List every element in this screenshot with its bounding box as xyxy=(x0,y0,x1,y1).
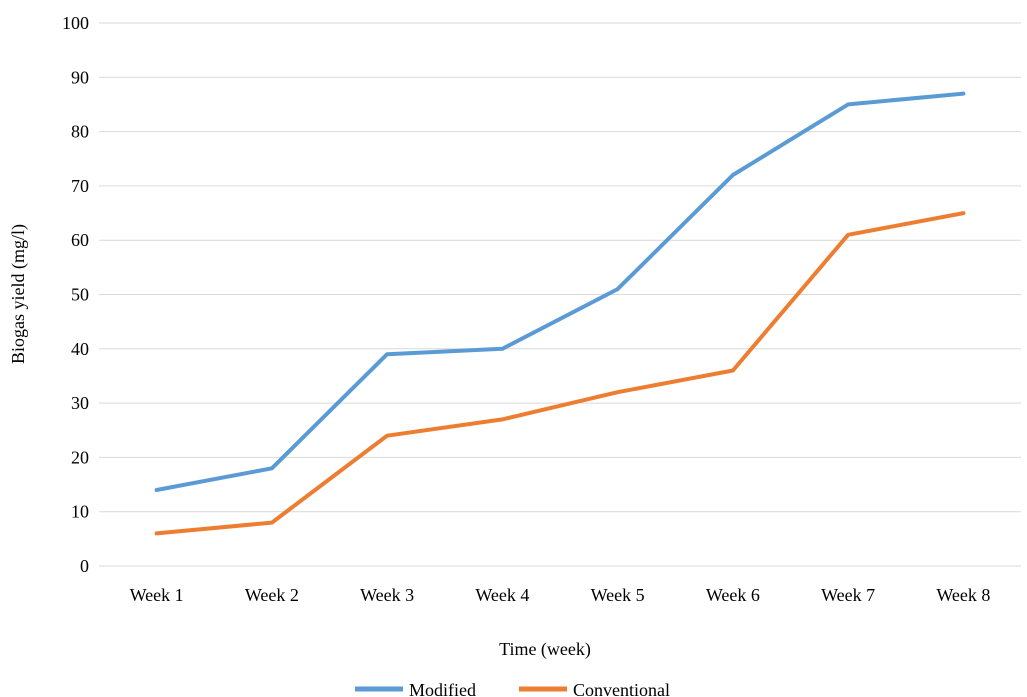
y-tick-label: 100 xyxy=(62,13,89,33)
legend-label-conventional: Conventional xyxy=(573,680,670,697)
y-tick-label: 90 xyxy=(71,67,89,87)
y-axis-ticks: 0 10 20 30 40 50 60 70 80 90 100 xyxy=(62,13,89,576)
series-line-modified xyxy=(154,91,966,492)
series-layer xyxy=(154,91,966,536)
y-tick-label: 20 xyxy=(71,447,89,467)
legend: Modified Conventional xyxy=(355,680,670,697)
x-tick-label: Week 8 xyxy=(936,585,990,605)
x-tick-label: Week 6 xyxy=(706,585,760,605)
x-tick-label: Week 7 xyxy=(821,585,875,605)
y-tick-label: 0 xyxy=(80,556,89,576)
y-tick-label: 80 xyxy=(71,122,89,142)
x-tick-label: Week 2 xyxy=(245,585,299,605)
y-tick-label: 70 xyxy=(71,176,89,196)
x-tick-label: Week 5 xyxy=(591,585,645,605)
y-tick-label: 50 xyxy=(71,285,89,305)
grid-layer xyxy=(99,22,1021,567)
y-tick-label: 30 xyxy=(71,393,89,413)
y-tick-label: 60 xyxy=(71,230,89,250)
x-axis-title: Time (week) xyxy=(499,639,591,660)
y-tick-label: 40 xyxy=(71,339,89,359)
y-axis-title: Biogas yield (mg/l) xyxy=(8,224,29,364)
legend-label-modified: Modified xyxy=(409,680,476,697)
x-axis-ticks: Week 1 Week 2 Week 3 Week 4 Week 5 Week 6 Week… xyxy=(130,585,991,605)
series-line-conventional xyxy=(154,211,966,536)
x-tick-label: Week 3 xyxy=(360,585,414,605)
x-tick-label: Week 4 xyxy=(475,585,529,605)
x-tick-label: Week 1 xyxy=(130,585,184,605)
y-tick-label: 10 xyxy=(71,502,89,522)
